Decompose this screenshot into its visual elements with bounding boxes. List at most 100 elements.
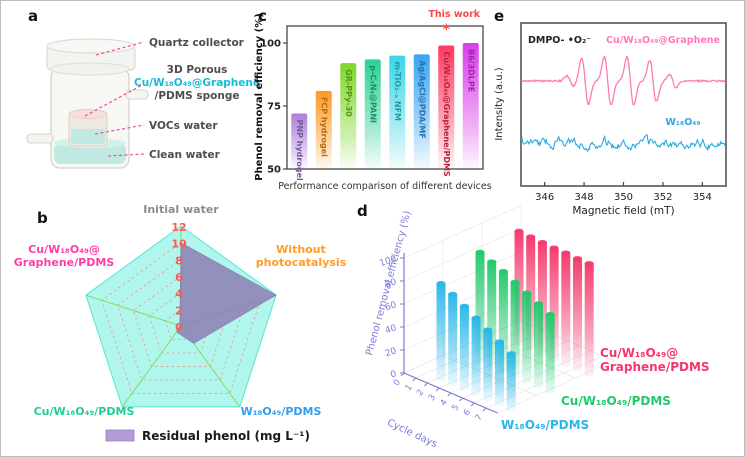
panel-d-letter: d: [357, 202, 368, 220]
side-tube-left: [26, 133, 54, 144]
bar-label-4: m-TiO₂₋ₓ NFM: [393, 62, 402, 121]
day-tick-4: 4: [439, 398, 450, 408]
y-tick-label: 75: [267, 102, 281, 113]
day-tick-1: 1: [403, 383, 414, 393]
vocs-water-fill: [71, 129, 105, 144]
radar-scale-10: 10: [171, 238, 187, 251]
legend-label: Residual phenol (mg L⁻¹): [142, 429, 310, 443]
bar-cap: [537, 239, 547, 245]
radar-scale-0: 0: [175, 321, 183, 334]
y-tick-label: 50: [267, 165, 281, 176]
leader-line-clean: [107, 153, 145, 157]
bar-s2-day5: [561, 252, 571, 366]
bar-cap: [514, 228, 524, 234]
bar-cap: [510, 279, 520, 285]
day-tick-0: 0: [392, 378, 403, 388]
panel-b-letter: b: [37, 209, 48, 227]
panel-b-radar-chart: 12 10 8 6 4 2 0 Initial water Withoutphotocataly…: [14, 203, 347, 443]
bar-cap: [487, 259, 497, 264]
leader-line-quartz: [95, 41, 145, 56]
bar-label-3: p-C₃N₄@PANI: [368, 65, 377, 123]
bar-s1-day2: [487, 261, 497, 369]
sponge-cup: [68, 109, 108, 147]
x-tick-354: 354: [693, 192, 712, 203]
radar-scale-6: 6: [175, 271, 183, 284]
radar-axis-label-4: Graphene/PDMS: [14, 256, 114, 269]
bar-s0-day5: [483, 329, 493, 401]
z-tick-80: 80: [384, 277, 398, 290]
radar-axis-label-1: Without: [276, 243, 326, 256]
day-tick-2: 2: [415, 388, 426, 398]
bar-cap: [498, 268, 508, 274]
label-composite-sponge: Cu/W₁₈O₄₉@Graphene: [134, 77, 260, 89]
bar-cap: [573, 256, 582, 261]
z-tick-20: 20: [384, 346, 398, 359]
x-tick-348: 348: [575, 192, 594, 203]
x-tick-346: 346: [535, 192, 554, 203]
label-clean-water: Clean water: [149, 149, 221, 161]
plot-frame: [286, 25, 484, 170]
series-label-2: Graphene/PDMS: [600, 360, 710, 374]
bar-label-5: Ag/AgCl@PDA/MF: [417, 60, 426, 138]
panel-a-device-schematic: Quartz collector 3D Porous Cu/W₁₈O₄₉@Gra…: [26, 37, 260, 169]
radar-scale-8: 8: [175, 254, 183, 267]
bar-s0-day2: [448, 294, 458, 386]
day-tick-6: 6: [462, 408, 473, 418]
bar-cap: [436, 281, 446, 286]
plot-frame: [520, 22, 727, 187]
epr-curve-w18o49: [520, 133, 726, 153]
cycle-days-label: Cycle days: [385, 417, 439, 450]
series-label-1: Cu/W₁₈O₄₉/PDMS: [561, 394, 671, 408]
bar-cap: [545, 311, 555, 317]
bar-s0-day7: [506, 353, 516, 411]
radar-axis-label-0: Initial water: [143, 203, 219, 216]
bar-cap: [448, 291, 458, 297]
panel-a-letter: a: [28, 7, 39, 25]
this-work-annotation: This work: [428, 9, 480, 20]
bar-3: [364, 59, 381, 169]
bar-s0-day4: [471, 317, 481, 396]
series-label-0: W₁₈O₄₉/PDMS: [501, 418, 589, 432]
radar-scale-12: 12: [171, 221, 186, 234]
bar-7: [462, 43, 479, 169]
bar-s0-day1: [436, 283, 446, 381]
radar-axis-label-1: photocatalysis: [256, 256, 347, 269]
bar-cap: [483, 327, 493, 332]
bar-s1-day1: [475, 251, 485, 364]
bar-cap: [561, 250, 571, 255]
bar-cap: [471, 315, 481, 320]
bar-s0-day6: [495, 341, 504, 406]
x-tick-352: 352: [653, 192, 672, 203]
this-work-marker: *: [443, 22, 451, 38]
series-label-2: Cu/W₁₈O₄₉@: [600, 346, 678, 360]
bar-s2-day7: [584, 263, 594, 376]
epr-curve-graphene: [520, 55, 726, 106]
day-tick-5: 5: [450, 403, 461, 413]
leader-line-sponge: [84, 83, 145, 117]
label-3d-porous: 3D Porous: [167, 64, 228, 76]
bar-s2-day6: [573, 258, 582, 371]
bar-6: [438, 45, 455, 169]
dmpo-adduct-label: DMPO- •O₂⁻: [528, 35, 591, 46]
series-label-graphene: Cu/W₁₈O₄₉@Graphene: [606, 35, 720, 46]
x-axis-label: Magnetic field (mT): [572, 205, 674, 217]
radar-scale-4: 4: [175, 288, 183, 301]
bar-label-6: Cu/W₁₈O₄₉@Graphene/PDMS: [442, 52, 451, 177]
bar-cap: [495, 339, 504, 344]
bar-cap: [549, 245, 559, 250]
day-tick-3: 3: [427, 393, 438, 403]
bar-s1-day5: [522, 292, 532, 384]
bar-label-1: FCP hydrogel: [319, 97, 328, 157]
bar-4: [389, 55, 406, 169]
day-tick-7: 7: [474, 413, 485, 423]
label-quartz-collector: Quartz collector: [149, 37, 245, 49]
bar-cap: [584, 261, 594, 266]
radar-spoke: [121, 325, 182, 408]
radar-axis-label-4: Cu/W₁₈O₄₉@: [28, 243, 100, 256]
bar-s2-day4: [549, 247, 559, 361]
radar-grid-ring: [101, 242, 261, 394]
sponge-top: [68, 109, 108, 119]
z-tick-40: 40: [384, 323, 398, 336]
